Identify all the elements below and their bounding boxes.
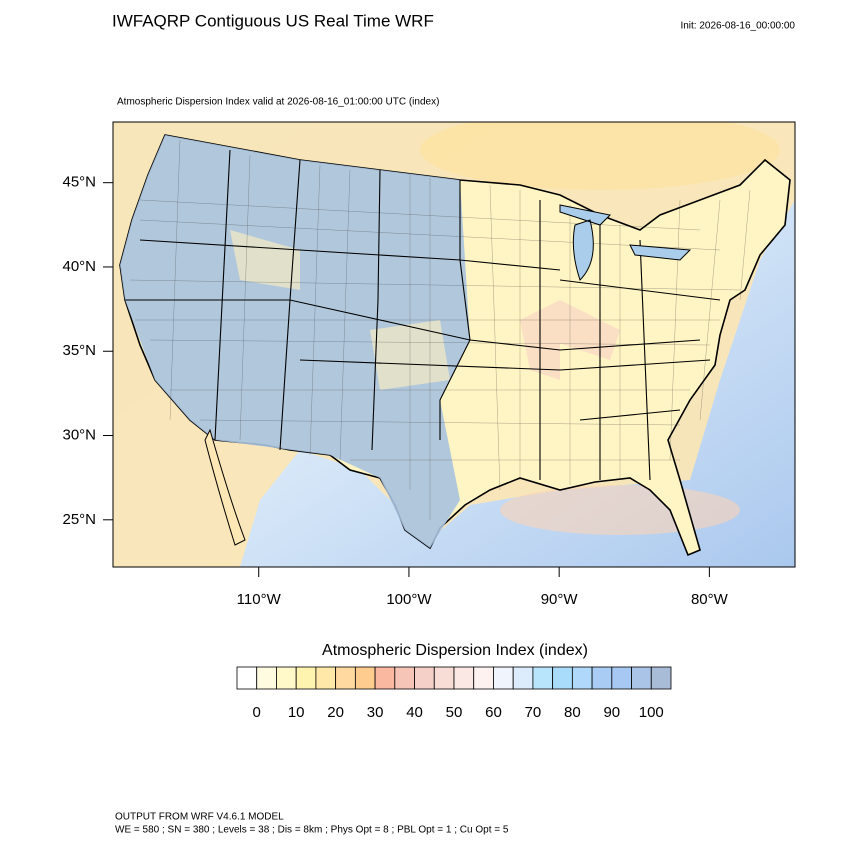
y-tick-label: 30°N — [62, 426, 96, 443]
colorbar-box — [335, 666, 356, 690]
footer-line: WE = 580 ; SN = 380 ; Levels = 38 ; Dis … — [115, 825, 509, 836]
colorbar-tick-label: 90 — [603, 704, 620, 721]
colorbar-tick-label: 60 — [485, 704, 502, 721]
colorbar-box — [354, 666, 376, 690]
subtitle: Atmospheric Dispersion Index valid at 20… — [117, 97, 439, 108]
gulf-shade — [500, 485, 740, 535]
footer-line: OUTPUT FROM WRF V4.6.1 MODEL — [115, 812, 284, 823]
colorbar-box — [433, 666, 455, 690]
colorbar-tick-label: 10 — [288, 704, 305, 721]
colorbar-tick-label: 70 — [525, 704, 542, 721]
y-tick-label: 35°N — [62, 342, 96, 359]
colorbar-box — [512, 666, 534, 690]
colorbar-box — [295, 666, 317, 690]
colorbar: 0 10 20 30 40 50 60 70 80 90 100 — [236, 666, 672, 721]
map-frame — [112, 121, 796, 568]
colorbar-box — [650, 666, 672, 690]
colorbar-box — [276, 666, 297, 690]
colorbar-box — [256, 666, 277, 690]
colorbar-box — [591, 666, 613, 690]
colorbar-box — [493, 666, 514, 690]
x-tick-label: 80°W — [691, 591, 729, 608]
colorbar-tick-label: 20 — [327, 704, 344, 721]
conus — [119, 134, 791, 557]
colorbar-box — [374, 666, 396, 690]
colorbar-box — [552, 666, 573, 690]
canada-shade — [420, 122, 780, 190]
colorbar-box — [453, 666, 475, 690]
colorbar-box — [414, 666, 435, 690]
colorbar-box — [611, 666, 632, 690]
title: IWFAQRP Contiguous US Real Time WRF — [112, 11, 434, 30]
colorbar-box — [571, 666, 593, 690]
colorbar-tick-label: 50 — [446, 704, 463, 721]
colorbar-tick-label: 0 — [253, 704, 261, 721]
map-area — [113, 122, 795, 567]
colorbar-box — [236, 666, 258, 690]
y-tick-label: 45°N — [62, 174, 96, 191]
colorbar-box — [394, 666, 415, 690]
y-tick-label: 40°N — [62, 258, 96, 275]
init-time: Init: 2026-08-16_00:00:00 — [680, 21, 795, 32]
colorbar-tick-label: 80 — [564, 704, 581, 721]
colorbar-box — [631, 666, 652, 690]
y-tick-label: 25°N — [62, 511, 96, 528]
colorbar-tick-label: 30 — [367, 704, 384, 721]
x-tick-label: 100°W — [386, 591, 432, 608]
colorbar-title: Atmospheric Dispersion Index (index) — [322, 642, 588, 659]
map-axes: 110°W 100°W 90°W 80°W 45°N 40°N 35°N 30°N 25°N — [62, 174, 728, 608]
colorbar-box — [315, 666, 337, 690]
x-tick-label: 110°W — [237, 591, 282, 608]
colorbar-tick-label: 40 — [406, 704, 423, 721]
colorbar-tick-label: 100 — [639, 704, 664, 721]
colorbar-box — [532, 666, 554, 690]
colorbar-box — [473, 666, 494, 690]
x-tick-label: 90°W — [541, 591, 579, 608]
